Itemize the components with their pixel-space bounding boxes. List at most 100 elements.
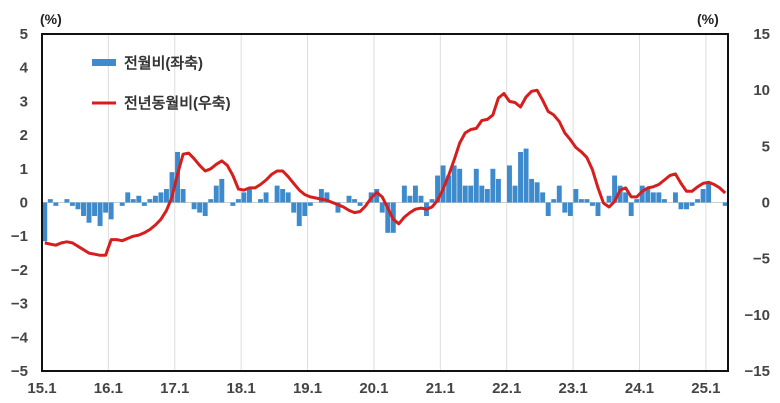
bar <box>628 202 634 216</box>
bar <box>285 192 291 203</box>
bar <box>573 189 579 203</box>
bar <box>684 202 689 210</box>
bar <box>623 192 629 203</box>
bar <box>479 185 485 203</box>
x-tick-label: 18.1 <box>227 380 256 397</box>
bar <box>158 192 164 203</box>
bar <box>562 202 568 213</box>
x-tick-label: 25.1 <box>691 380 720 397</box>
bar <box>197 202 203 213</box>
x-tick-label: 19.1 <box>293 380 322 397</box>
bar <box>230 202 236 206</box>
right-tick-label: 0 <box>762 195 770 212</box>
bar <box>518 151 524 203</box>
bar <box>141 202 147 206</box>
bar <box>490 168 496 203</box>
mom-bar-series <box>42 148 728 242</box>
bar <box>507 165 512 203</box>
bar <box>678 202 684 210</box>
left-tick-label: −2 <box>11 262 28 279</box>
bar <box>379 202 385 213</box>
bar <box>529 178 535 203</box>
bar <box>324 192 330 203</box>
bar <box>412 185 418 203</box>
bar <box>291 202 297 213</box>
bar <box>473 168 479 203</box>
bar <box>595 202 601 216</box>
bar <box>401 185 407 203</box>
bar <box>125 192 131 203</box>
bar <box>280 189 286 203</box>
bar <box>258 199 263 203</box>
bar <box>484 189 490 203</box>
bar <box>180 189 186 203</box>
bar <box>661 199 667 203</box>
bar <box>551 199 557 203</box>
legend-item-yoy: 전년동월비(우축) <box>92 95 231 112</box>
bar <box>523 148 529 203</box>
bar <box>97 202 103 227</box>
bar <box>92 202 98 216</box>
left-tick-label: 0 <box>20 195 28 212</box>
bar <box>69 202 75 206</box>
bar <box>169 172 175 203</box>
bar <box>612 175 618 203</box>
bar <box>429 199 435 203</box>
left-tick-label: 5 <box>20 26 28 43</box>
bar <box>695 199 701 203</box>
bar <box>263 192 269 203</box>
bar <box>700 189 706 203</box>
x-axis-ticks: 15.1 16.1 17.1 18.1 19.1 20.1 21.1 22.1 23.1 24.1… <box>27 380 720 397</box>
bar <box>53 202 59 206</box>
bar <box>235 199 241 203</box>
right-axis-unit: (%) <box>697 11 719 27</box>
left-axis-ticks: −5 −4 −3 −2 −1 0 1 2 3 4 5 <box>11 26 29 380</box>
bar <box>446 175 452 203</box>
legend-item-mom: 전월비(좌축) <box>92 55 203 72</box>
bar <box>274 185 280 203</box>
bar <box>152 195 158 203</box>
bar <box>346 195 352 203</box>
bar <box>656 192 662 203</box>
x-tick-label: 24.1 <box>625 380 654 397</box>
bar <box>722 202 728 206</box>
bar <box>213 185 219 203</box>
bar <box>495 178 501 203</box>
bar <box>64 199 70 203</box>
bar <box>672 192 678 203</box>
left-axis-unit: (%) <box>40 11 62 27</box>
bar <box>246 189 252 203</box>
bar <box>191 202 197 210</box>
x-tick-label: 21.1 <box>426 380 455 397</box>
bar <box>650 192 656 203</box>
bar <box>75 202 81 210</box>
bar <box>457 168 463 203</box>
bar <box>130 199 136 203</box>
bar <box>567 202 573 216</box>
bar <box>307 202 313 206</box>
x-tick-label: 23.1 <box>558 380 587 397</box>
bar <box>302 202 308 216</box>
legend: 전월비(좌축) 전년동월비(우축) <box>92 55 231 112</box>
bar-swatch-icon <box>92 59 116 66</box>
bar <box>219 178 225 203</box>
right-tick-label: −10 <box>745 307 770 324</box>
plot-frame <box>41 33 729 372</box>
bar <box>86 202 92 223</box>
right-tick-label: 5 <box>762 138 770 155</box>
bar <box>385 202 391 233</box>
yoy-line-series <box>44 88 727 257</box>
bar <box>164 189 169 203</box>
bar <box>374 189 380 203</box>
bar <box>451 165 457 203</box>
right-tick-label: −15 <box>745 363 770 380</box>
left-tick-label: 1 <box>20 161 28 178</box>
bar <box>208 199 214 203</box>
bar <box>540 192 546 203</box>
bar <box>578 199 584 203</box>
bar <box>589 202 595 206</box>
bar <box>706 182 712 203</box>
bar <box>556 185 562 203</box>
bar <box>606 195 612 203</box>
